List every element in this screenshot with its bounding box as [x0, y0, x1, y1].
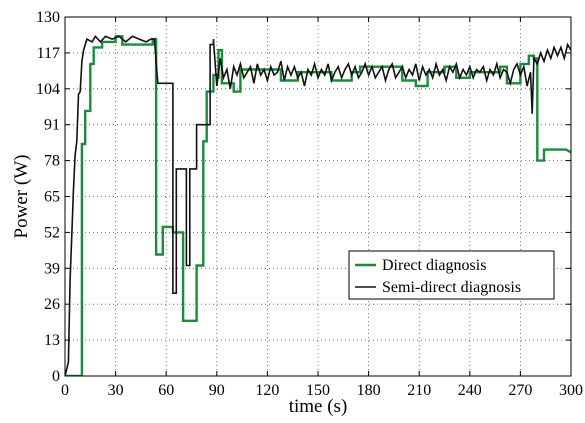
tick-marks [64, 16, 572, 377]
y-tick-label: 65 [44, 189, 60, 206]
y-tick-label: 26 [44, 296, 60, 313]
y-tick-label: 91 [44, 117, 60, 134]
series-layer [65, 34, 571, 376]
x-tick-label: 300 [559, 382, 583, 399]
x-tick-label: 240 [458, 382, 482, 399]
x-tick-labels: 0 30 60 90 120 150 180 210 240 270 300 [61, 382, 583, 399]
y-tick-label: 0 [52, 368, 60, 385]
legend-box [348, 250, 555, 300]
x-tick-label: 60 [158, 382, 174, 399]
grid-lines [65, 17, 571, 376]
legend-label-direct: Direct diagnosis [382, 257, 486, 274]
y-tick-label: 130 [36, 9, 60, 26]
x-axis-title: time (s) [289, 396, 348, 417]
y-tick-label: 13 [44, 332, 60, 349]
y-axis-title: Power (W) [11, 155, 32, 239]
x-tick-label: 0 [61, 382, 69, 399]
x-tick-label: 120 [255, 382, 279, 399]
legend: Direct diagnosis Semi-direct diagnosis [348, 250, 555, 300]
x-tick-label: 180 [357, 382, 381, 399]
x-tick-label: 90 [209, 382, 225, 399]
y-tick-label: 52 [44, 224, 60, 241]
x-tick-label: 270 [508, 382, 532, 399]
y-tick-label: 117 [37, 45, 60, 62]
y-tick-label: 104 [36, 81, 60, 98]
legend-label-semi-direct: Semi-direct diagnosis [382, 279, 521, 296]
y-tick-label: 39 [44, 260, 60, 277]
series-semi-direct-diagnosis [65, 34, 571, 376]
x-tick-label: 30 [108, 382, 124, 399]
x-tick-label: 150 [306, 382, 330, 399]
y-tick-label: 78 [44, 153, 60, 170]
y-tick-labels: 0 13 26 39 52 65 78 91 104 117 130 [36, 9, 60, 385]
x-tick-label: 210 [407, 382, 431, 399]
